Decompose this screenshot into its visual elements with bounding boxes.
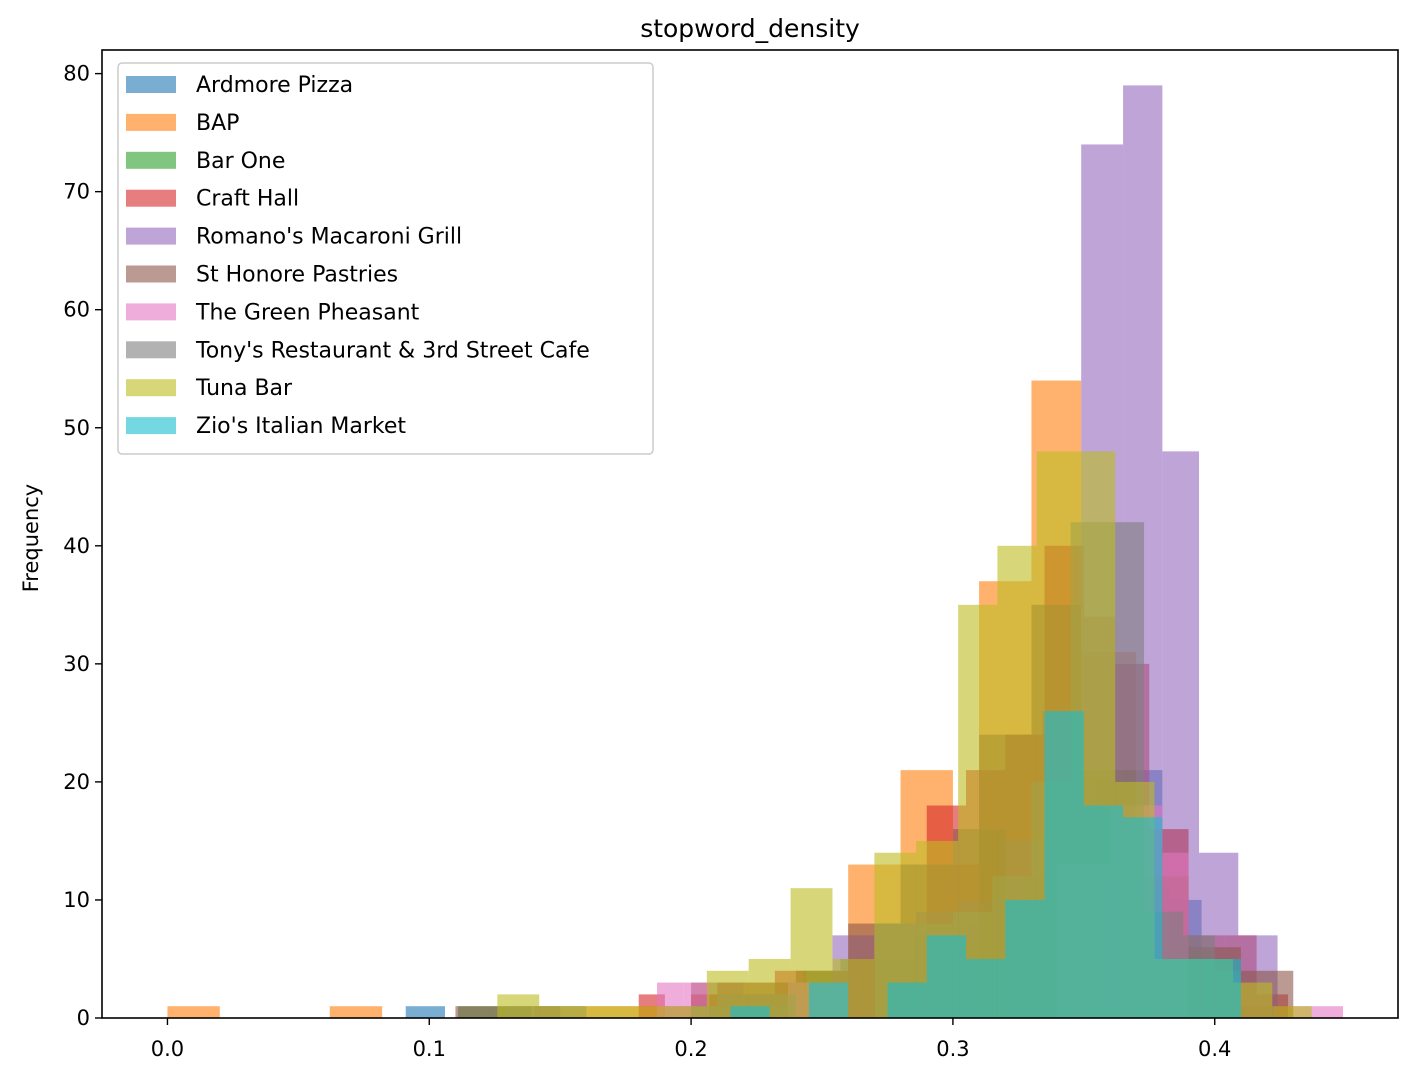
- legend-swatch: [126, 417, 176, 435]
- histogram-bar: [455, 1006, 508, 1018]
- histogram-bar: [966, 958, 1006, 1018]
- histogram-bar: [808, 982, 849, 1018]
- histogram-bar: [1201, 958, 1241, 1018]
- histogram-bar: [581, 1006, 624, 1018]
- legend-swatch: [126, 151, 176, 169]
- legend-item: The Green Pheasant: [126, 300, 420, 325]
- y-tick-label: 30: [63, 652, 90, 676]
- histogram-bar: [1083, 805, 1124, 1018]
- legend: Ardmore Pizza BAP Bar One Craft Hall Romano'…: [117, 62, 654, 455]
- histogram-bar: [887, 982, 927, 1018]
- legend-label: Zio's Italian Market: [196, 414, 406, 439]
- bars-layer: [167, 85, 1344, 1018]
- histogram-bar: [664, 1006, 707, 1018]
- y-tick-label: 70: [63, 180, 90, 204]
- legend-box: [117, 62, 654, 455]
- legend-label: Tony's Restaurant & 3rd Street Cafe: [195, 338, 590, 363]
- y-axis-label: Frequency: [19, 484, 43, 593]
- legend-swatch: [126, 379, 176, 397]
- histogram-bar: [405, 1006, 445, 1018]
- legend-item: Craft Hall: [126, 187, 299, 212]
- legend-label: The Green Pheasant: [195, 300, 420, 325]
- y-tick-label: 40: [63, 534, 90, 558]
- histogram-bar: [926, 935, 966, 1018]
- legend-item: St Honore Pastries: [126, 263, 398, 288]
- legend-label: Romano's Macaroni Grill: [196, 225, 462, 250]
- x-tick-label: 0.3: [936, 1037, 969, 1061]
- legend-swatch: [126, 265, 176, 283]
- histogram-bar: [539, 1006, 582, 1018]
- histogram-bar: [1005, 899, 1045, 1018]
- histogram-bar: [167, 1006, 220, 1018]
- legend-swatch: [126, 113, 176, 131]
- y-tick-label: 20: [63, 770, 90, 794]
- legend-item: Bar One: [126, 149, 285, 174]
- legend-label: Tuna Bar: [195, 376, 293, 401]
- legend-label: Ardmore Pizza: [196, 73, 353, 98]
- legend-swatch: [126, 189, 176, 207]
- legend-item: BAP: [126, 111, 239, 136]
- legend-swatch: [126, 76, 176, 93]
- legend-item: Romano's Macaroni Grill: [126, 225, 462, 250]
- legend-swatch: [126, 227, 176, 245]
- legend-label: Bar One: [196, 149, 285, 174]
- histogram-bar: [623, 1006, 665, 1018]
- histogram-bar: [1272, 1006, 1312, 1018]
- x-tick-label: 0.1: [413, 1037, 446, 1061]
- y-tick-label: 50: [63, 416, 90, 440]
- legend-swatch: [126, 303, 176, 321]
- x-tick-label: 0.2: [674, 1037, 707, 1061]
- legend-label: BAP: [196, 111, 239, 136]
- y-tick-label: 80: [63, 62, 90, 86]
- chart-title: stopword_density: [640, 14, 860, 43]
- histogram-bar: [497, 994, 540, 1018]
- series-9: [730, 711, 1241, 1018]
- legend-swatch: [126, 341, 176, 359]
- x-tick-label: 0.4: [1198, 1037, 1231, 1061]
- histogram-bar: [1293, 1006, 1344, 1018]
- legend-item: Zio's Italian Market: [126, 414, 406, 439]
- y-tick-label: 0: [77, 1006, 90, 1030]
- histogram-bar: [1123, 817, 1163, 1018]
- legend-label: St Honore Pastries: [196, 263, 398, 288]
- legend-item: Tuna Bar: [126, 376, 293, 401]
- histogram-bar: [1044, 711, 1084, 1018]
- legend-item: Tony's Restaurant & 3rd Street Cafe: [126, 338, 590, 363]
- histogram-bar: [329, 1006, 383, 1018]
- histogram-bar: [1162, 958, 1202, 1018]
- y-tick-label: 60: [63, 298, 90, 322]
- axes-layer: 0 10 20 30 40 50 60 70 80 0.0 0.1 0.2 0.3 0.4: [63, 49, 1399, 1061]
- legend-label: Craft Hall: [196, 187, 299, 212]
- legend-item: Ardmore Pizza: [126, 73, 353, 98]
- histogram-bar: [730, 1006, 770, 1018]
- y-tick-label: 10: [63, 888, 90, 912]
- plot-frame: [101, 49, 1399, 1019]
- x-tick-label: 0.0: [151, 1037, 184, 1061]
